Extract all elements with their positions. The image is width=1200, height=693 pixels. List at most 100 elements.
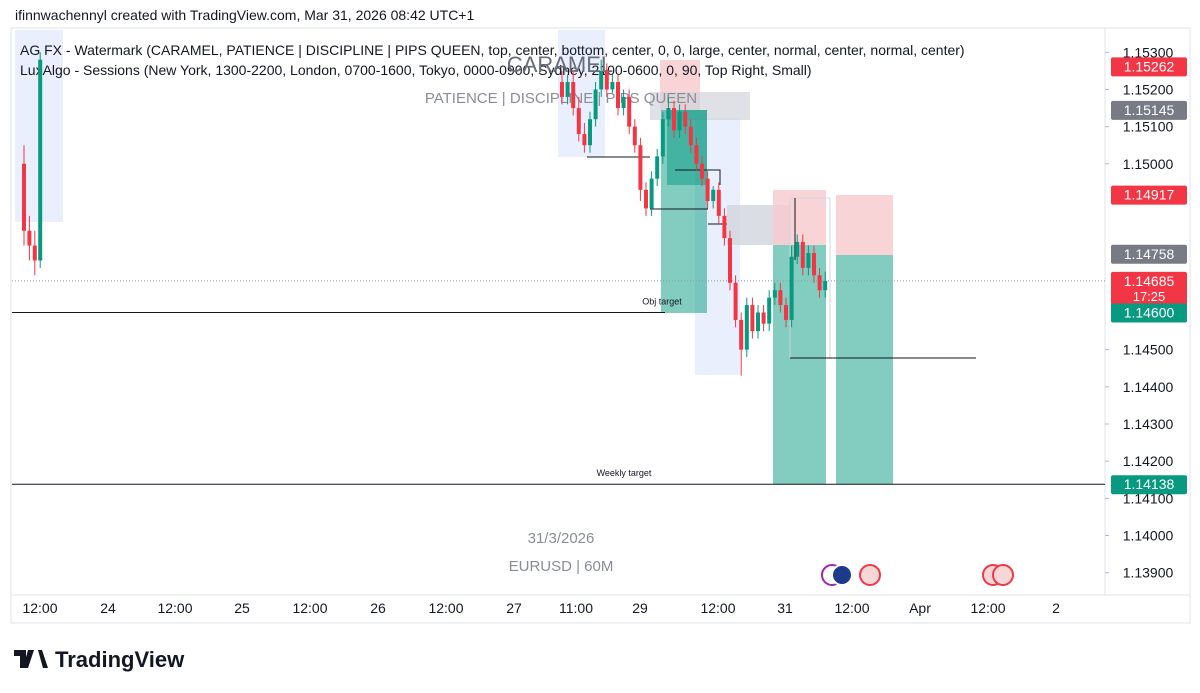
- event-icons: [821, 564, 1014, 586]
- candle-body: [739, 319, 744, 350]
- candle-body: [817, 275, 822, 291]
- candle-body: [789, 256, 794, 320]
- candle-body: [700, 163, 704, 179]
- candle-body: [688, 126, 693, 146]
- price-badge-label: 1.14685: [1124, 273, 1175, 289]
- candle-body: [649, 178, 654, 209]
- price-badge-label: 1.14917: [1124, 187, 1175, 203]
- x-tick-label: 12:00: [970, 600, 1005, 616]
- candle-body: [750, 305, 755, 332]
- candle-body: [800, 241, 805, 268]
- price-badge: [1111, 244, 1187, 264]
- x-tick-label: 24: [100, 600, 116, 616]
- candle-body: [778, 290, 783, 306]
- y-tick-label: 1.14400: [1123, 379, 1174, 395]
- candle-body: [660, 119, 665, 157]
- y-tick-label: 1.15200: [1123, 81, 1174, 97]
- candle-body: [610, 82, 615, 90]
- y-tick-label: 1.14100: [1123, 490, 1174, 506]
- price-badge-label: 1.15262: [1124, 58, 1175, 74]
- x-tick-label: 26: [370, 600, 386, 616]
- price-badge: [1111, 475, 1187, 495]
- candle-body: [655, 156, 660, 179]
- candle-body: [666, 108, 671, 120]
- candle-body: [632, 126, 637, 146]
- price-badge-label: 1.14138: [1124, 476, 1175, 492]
- y-tick-label: 1.15300: [1123, 44, 1174, 60]
- price-badge: [1111, 303, 1187, 323]
- candle-body: [767, 297, 772, 324]
- countdown: 17:25: [1133, 289, 1166, 304]
- y-tick-label: 1.14200: [1123, 453, 1174, 469]
- candle-body: [565, 82, 570, 97]
- structure-lines: [587, 156, 976, 359]
- stop-zone: [773, 190, 826, 245]
- y-tick-label: 1.15100: [1123, 119, 1174, 135]
- candle-body: [728, 238, 732, 283]
- candle-body: [38, 59, 43, 261]
- x-tick-label: 12:00: [157, 600, 192, 616]
- candle-body: [638, 145, 643, 190]
- x-tick-label: 12:00: [22, 600, 57, 616]
- candle-body: [722, 215, 727, 239]
- price-badge: [1111, 57, 1187, 77]
- candle-body: [571, 82, 576, 109]
- x-tick-label: 12:00: [292, 600, 327, 616]
- logo: TradingView: [55, 647, 185, 672]
- candle-body: [694, 145, 699, 164]
- candle-body: [784, 305, 788, 320]
- candle-body: [823, 280, 828, 291]
- level-label: Weekly target: [597, 468, 652, 478]
- candle-body: [621, 96, 626, 109]
- candle-body: [716, 189, 721, 216]
- watermark: 31/3/2026: [528, 530, 595, 547]
- candle-body: [22, 163, 26, 231]
- x-tick-label: 29: [632, 600, 648, 616]
- stop-zone: [836, 195, 893, 255]
- credit: ifinnwachennyl created with TradingView.…: [15, 7, 474, 23]
- candle-body: [733, 282, 738, 320]
- candle-body: [604, 70, 609, 90]
- price-badge-label: 1.14600: [1124, 305, 1175, 321]
- candle-body: [593, 89, 598, 120]
- x-tick-label: 2: [1052, 600, 1060, 616]
- x-tick-label: 12:00: [428, 600, 463, 616]
- candle-body: [27, 230, 32, 246]
- level-label: Obj target: [642, 297, 682, 307]
- candle-body: [627, 96, 632, 127]
- candle-body: [756, 312, 760, 332]
- candle-body: [772, 290, 777, 298]
- x-tick-label: 25: [234, 600, 250, 616]
- y-tick-label: 1.13900: [1123, 565, 1174, 581]
- candle-body: [795, 241, 800, 257]
- candle-body: [560, 82, 564, 97]
- target-zone: [773, 245, 826, 484]
- price-badge: [1111, 271, 1187, 306]
- x-tick-label: 31: [777, 600, 793, 616]
- watermark: CARAMEL: [507, 52, 613, 77]
- y-tick-label: 1.14500: [1123, 342, 1174, 358]
- price-badge-label: 1.15145: [1124, 102, 1175, 118]
- candle-body: [711, 189, 716, 201]
- candle-body: [705, 178, 710, 201]
- indicator-legend: LuxAlgo - Sessions (New York, 1300-2200,…: [20, 62, 812, 78]
- price-badge: [1111, 185, 1187, 205]
- candle-body: [576, 108, 581, 135]
- y-tick-label: 1.14000: [1123, 528, 1174, 544]
- candle-body: [616, 82, 620, 109]
- price-badge-label: 1.14758: [1124, 246, 1175, 262]
- chart-frame: [10, 27, 1191, 624]
- candle-body: [812, 253, 816, 276]
- candle-body: [588, 119, 592, 146]
- x-tick-label: 11:00: [559, 600, 593, 616]
- candle-body: [677, 111, 682, 131]
- candle-body: [644, 189, 648, 209]
- candle-body: [806, 253, 811, 268]
- candle-body: [761, 312, 766, 324]
- x-tick-label: 27: [506, 600, 522, 616]
- x-tick-label: 12:00: [834, 600, 869, 616]
- candle-body: [599, 70, 604, 90]
- target-zone: [836, 255, 893, 484]
- x-tick-label: Apr: [909, 600, 931, 616]
